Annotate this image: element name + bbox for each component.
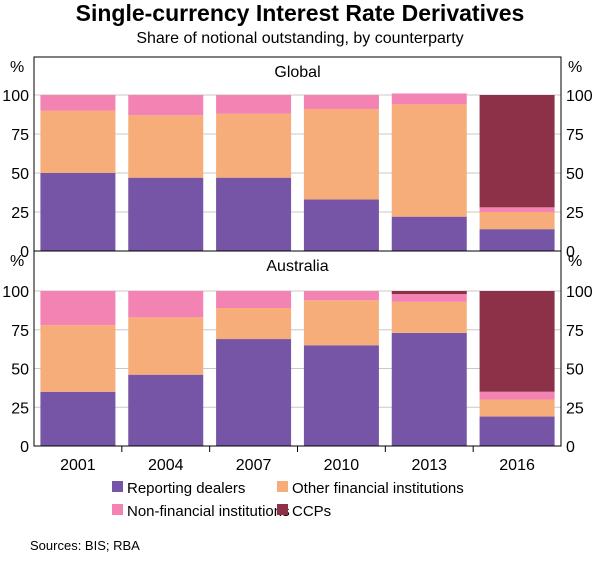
bar-other-financial-institutions-2004 bbox=[128, 317, 204, 375]
bar-other-financial-institutions-2004 bbox=[128, 115, 204, 178]
bar-ccps-2013 bbox=[391, 291, 467, 295]
chart-subtitle: Share of notional outstanding, by counte… bbox=[136, 30, 464, 47]
y-tick-label-right: 50 bbox=[566, 166, 584, 183]
legend-label-non-financial-institutions: Non-financial institutions bbox=[127, 503, 290, 520]
y-tick-label-left: 75 bbox=[11, 323, 29, 340]
y-tick-label-right: 50 bbox=[566, 362, 584, 379]
y-tick-label-left: 75 bbox=[11, 127, 29, 144]
bar-reporting-dealers-2001 bbox=[40, 173, 116, 251]
bar-non-financial-institutions-2004 bbox=[128, 95, 204, 116]
bar-other-financial-institutions-2007 bbox=[216, 113, 292, 178]
x-tick-label: 2016 bbox=[499, 457, 535, 474]
y-tick-label-left: 50 bbox=[11, 166, 29, 183]
bar-reporting-dealers-2013 bbox=[391, 216, 467, 251]
bar-non-financial-institutions-2001 bbox=[40, 95, 116, 111]
y-tick-label-left: 100 bbox=[2, 88, 29, 105]
x-tick-label: 2013 bbox=[411, 457, 447, 474]
bar-reporting-dealers-2007 bbox=[216, 339, 292, 446]
bar-non-financial-institutions-2010 bbox=[303, 291, 379, 301]
y-tick-label-right: 100 bbox=[566, 284, 593, 301]
legend-swatch-other-financial-institutions bbox=[277, 481, 288, 492]
bar-other-financial-institutions-2001 bbox=[40, 110, 116, 173]
bar-other-financial-institutions-2010 bbox=[303, 300, 379, 346]
chart-title: Single-currency Interest Rate Derivative… bbox=[75, 0, 525, 26]
panel-title: Global bbox=[274, 64, 320, 81]
y-unit-label-left: % bbox=[10, 59, 24, 76]
legend-label-ccps: CCPs bbox=[292, 503, 331, 520]
bar-non-financial-institutions-2001 bbox=[40, 291, 116, 326]
bar-non-financial-institutions-2013 bbox=[391, 93, 467, 105]
legend-swatch-ccps bbox=[277, 504, 288, 515]
bar-ccps-2016 bbox=[479, 95, 555, 208]
bar-other-financial-institutions-2007 bbox=[216, 308, 292, 340]
bar-other-financial-institutions-2016 bbox=[479, 399, 555, 417]
y-tick-label-left: 50 bbox=[11, 362, 29, 379]
y-unit-label-right: % bbox=[568, 59, 582, 76]
legend-label-other-financial-institutions: Other financial institutions bbox=[292, 480, 464, 497]
panel-title: Australia bbox=[266, 258, 328, 275]
bar-reporting-dealers-2010 bbox=[303, 199, 379, 251]
bar-reporting-dealers-2004 bbox=[128, 374, 204, 446]
y-tick-label-right: 75 bbox=[566, 127, 584, 144]
x-tick-label: 2010 bbox=[324, 457, 360, 474]
y-tick-label-left: 0 bbox=[20, 439, 29, 456]
x-tick-label: 2007 bbox=[236, 457, 272, 474]
bar-reporting-dealers-2010 bbox=[303, 345, 379, 446]
y-tick-label-right: 100 bbox=[566, 88, 593, 105]
bar-reporting-dealers-2004 bbox=[128, 177, 204, 251]
y-unit-label-left: % bbox=[10, 253, 24, 270]
legend-swatch-reporting-dealers bbox=[112, 481, 123, 492]
bar-non-financial-institutions-2007 bbox=[216, 95, 292, 114]
y-tick-label-left: 100 bbox=[2, 284, 29, 301]
legend-swatch-non-financial-institutions bbox=[112, 504, 123, 515]
bar-reporting-dealers-2013 bbox=[391, 332, 467, 446]
bar-reporting-dealers-2016 bbox=[479, 229, 555, 251]
bar-non-financial-institutions-2010 bbox=[303, 95, 379, 110]
y-tick-label-right: 75 bbox=[566, 323, 584, 340]
bar-other-financial-institutions-2010 bbox=[303, 109, 379, 200]
bar-non-financial-institutions-2016 bbox=[479, 207, 555, 212]
y-tick-label-right: 0 bbox=[566, 244, 575, 261]
bar-other-financial-institutions-2001 bbox=[40, 325, 116, 392]
bar-other-financial-institutions-2013 bbox=[391, 301, 467, 333]
y-tick-label-right: 25 bbox=[566, 205, 584, 222]
bar-non-financial-institutions-2013 bbox=[391, 294, 467, 302]
bar-reporting-dealers-2001 bbox=[40, 391, 116, 446]
y-unit-label-right: % bbox=[568, 253, 582, 270]
y-tick-label-left: 25 bbox=[11, 400, 29, 417]
bar-ccps-2016 bbox=[479, 291, 555, 392]
source-note: Sources: BIS; RBA bbox=[30, 538, 140, 553]
bar-reporting-dealers-2007 bbox=[216, 177, 292, 251]
bar-reporting-dealers-2016 bbox=[479, 416, 555, 446]
y-tick-label-left: 25 bbox=[11, 205, 29, 222]
legend-label-reporting-dealers: Reporting dealers bbox=[127, 480, 245, 497]
bar-non-financial-institutions-2016 bbox=[479, 391, 555, 400]
bar-non-financial-institutions-2007 bbox=[216, 291, 292, 309]
bar-non-financial-institutions-2004 bbox=[128, 291, 204, 318]
y-tick-label-left: 0 bbox=[20, 244, 29, 261]
y-tick-label-right: 0 bbox=[566, 439, 575, 456]
x-tick-label: 2004 bbox=[148, 457, 184, 474]
y-tick-label-right: 25 bbox=[566, 400, 584, 417]
x-tick-label: 2001 bbox=[60, 457, 96, 474]
bar-other-financial-institutions-2013 bbox=[391, 104, 467, 217]
bar-other-financial-institutions-2016 bbox=[479, 212, 555, 230]
